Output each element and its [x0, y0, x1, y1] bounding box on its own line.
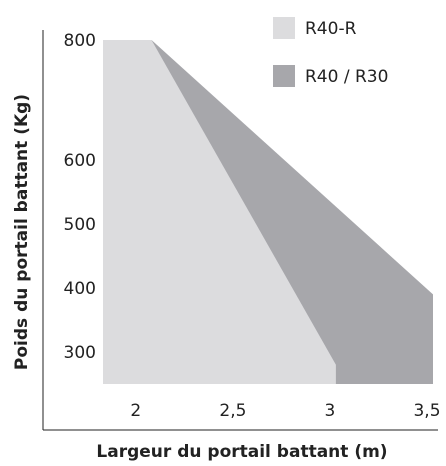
- x-tick-label: 2,5: [219, 401, 246, 421]
- x-tick-label: 3,5: [413, 401, 440, 421]
- legend-swatch-r40-r30: [273, 65, 295, 87]
- y-tick-label: 400: [64, 279, 96, 299]
- x-tick-label: 3: [324, 401, 335, 421]
- y-tick-label: 800: [64, 31, 96, 51]
- x-axis-title: Largeur du portail battant (m): [96, 442, 387, 462]
- chart-areas: [103, 40, 433, 384]
- y-axis-title: Poids du portail battant (Kg): [12, 94, 32, 370]
- y-tick-labels: 300 400 500 600 800: [64, 31, 96, 363]
- y-tick-label: 300: [64, 343, 96, 363]
- legend-swatch-r40-r: [273, 17, 295, 39]
- x-tick-label: 2: [130, 401, 141, 421]
- y-tick-label: 500: [64, 215, 96, 235]
- legend: R40-R R40 / R30: [273, 17, 388, 87]
- legend-label-r40-r: R40-R: [305, 19, 357, 39]
- legend-label-r40-r30: R40 / R30: [305, 67, 388, 87]
- y-tick-label: 600: [64, 151, 96, 171]
- x-tick-labels: 2 2,5 3 3,5: [130, 401, 440, 421]
- area-r40-r: [103, 40, 336, 384]
